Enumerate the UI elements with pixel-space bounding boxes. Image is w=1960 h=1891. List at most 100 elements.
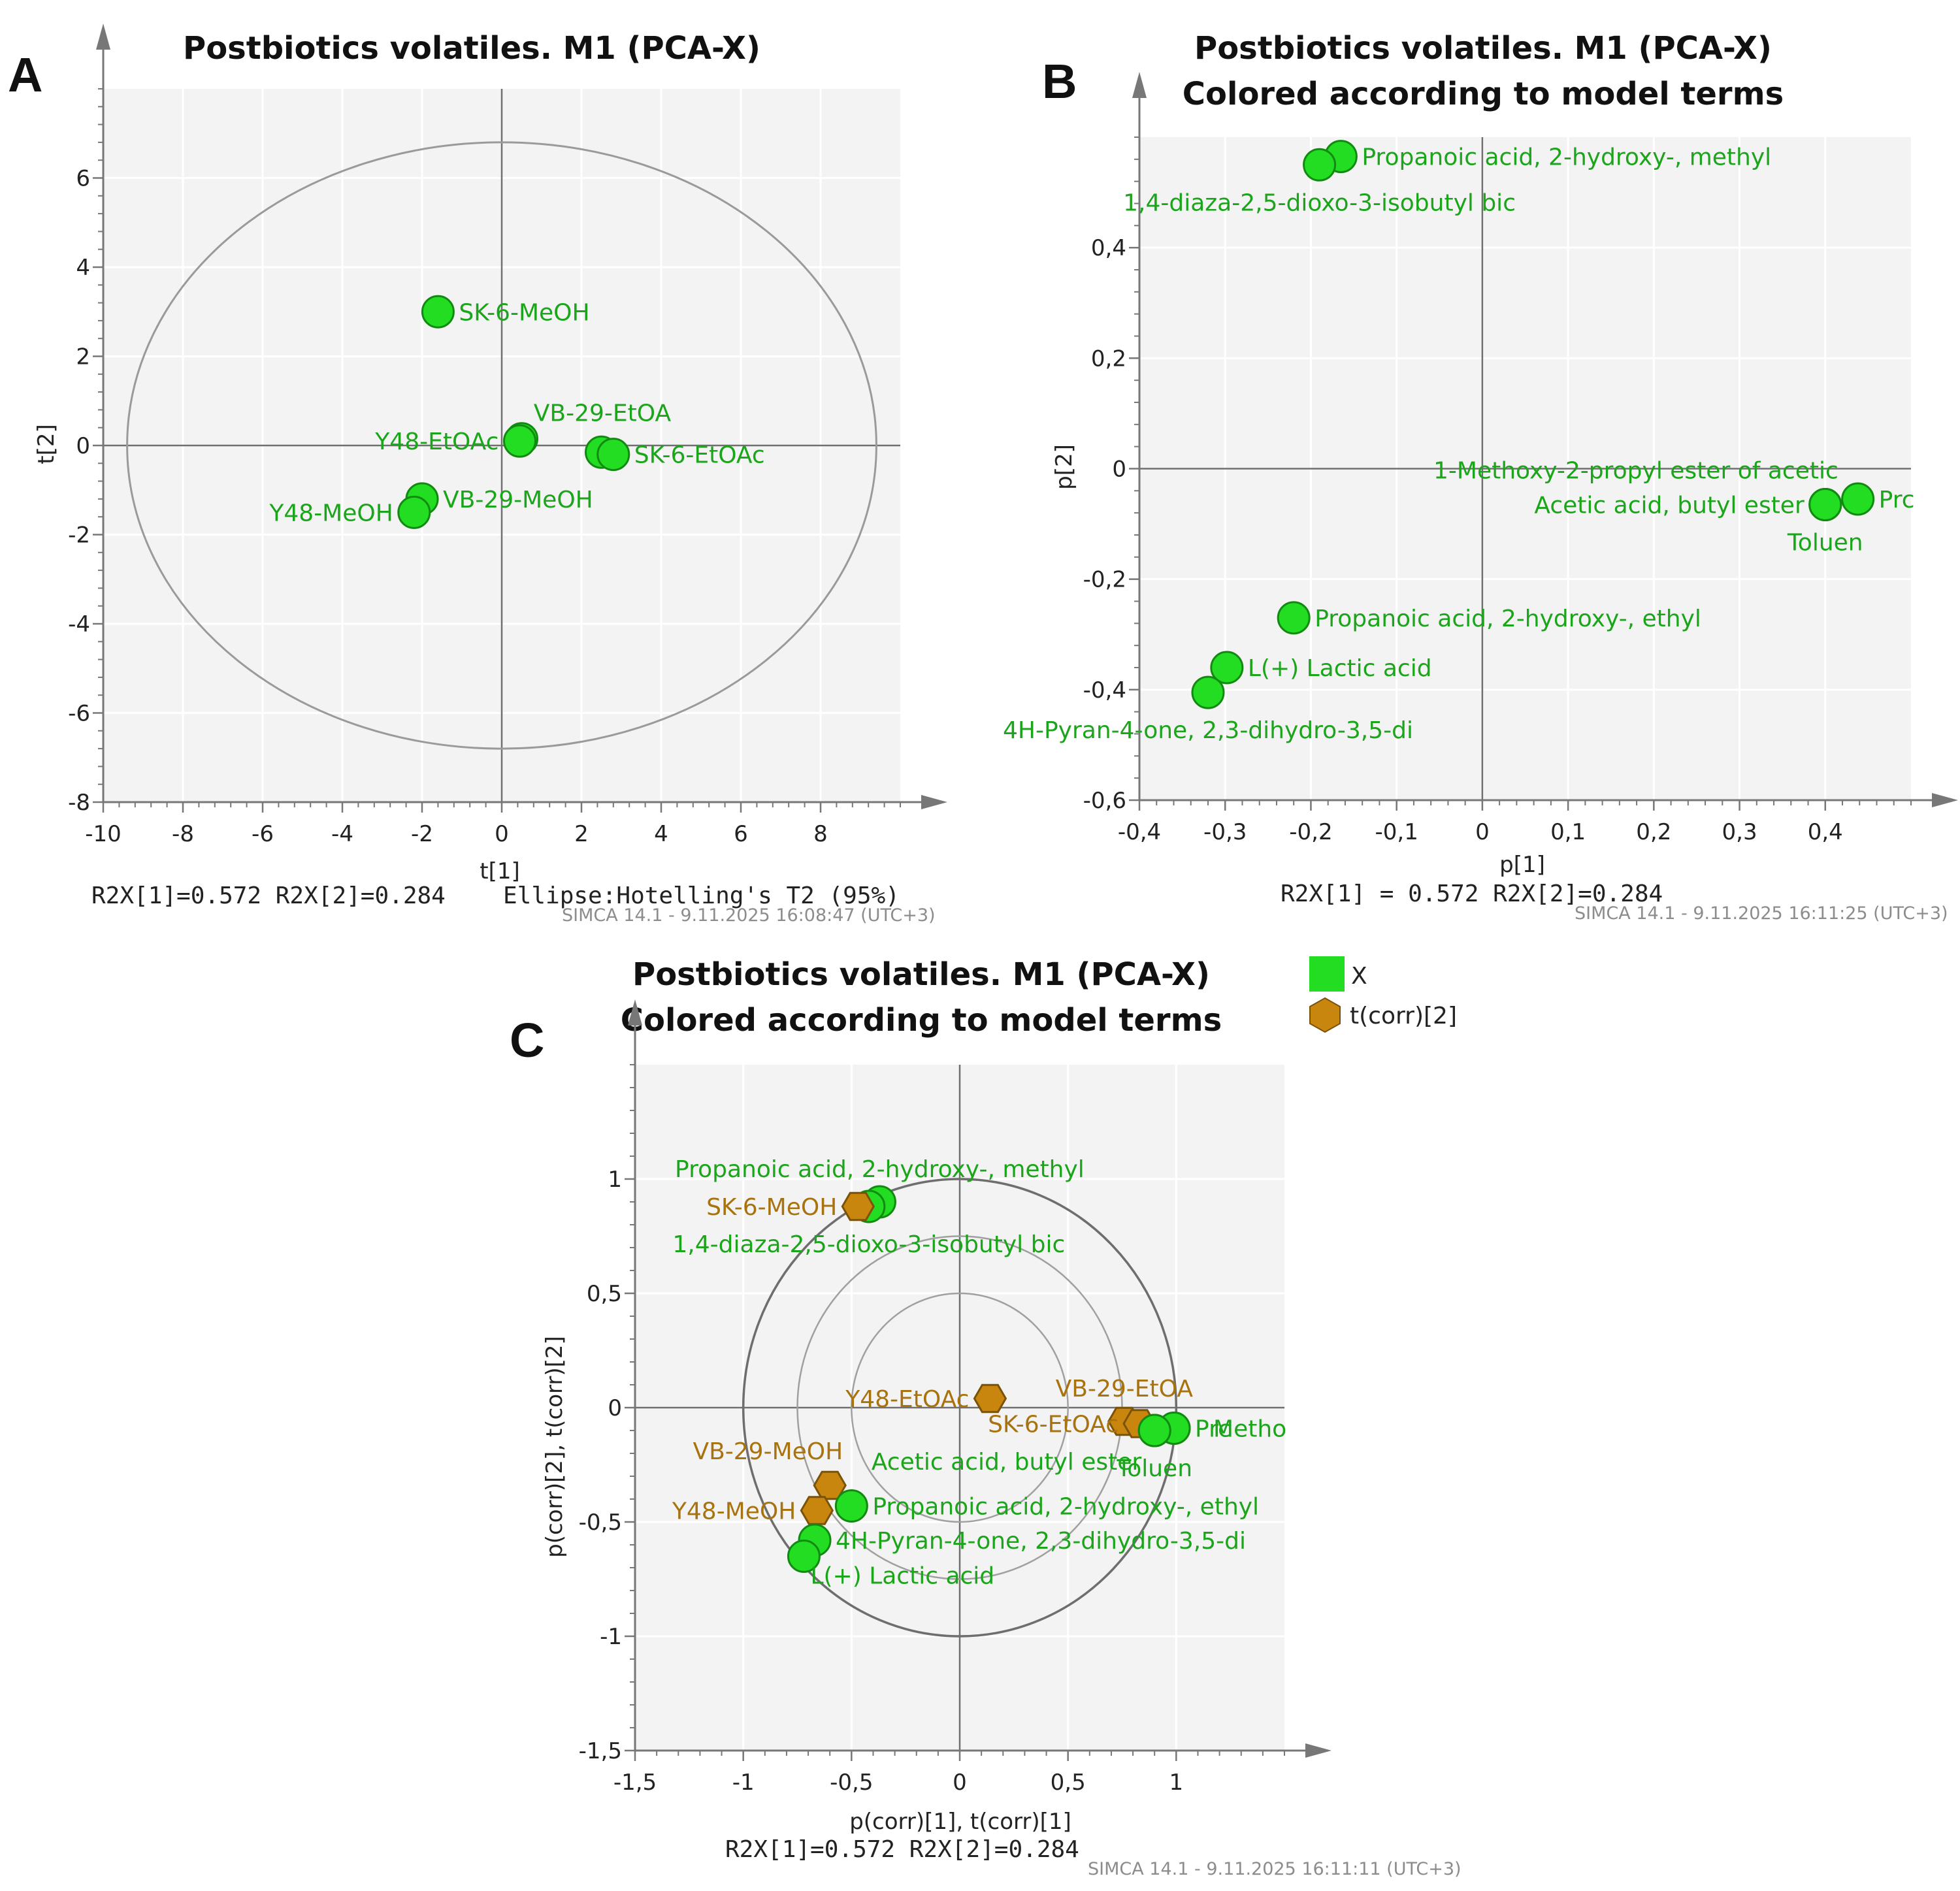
panel-a-footer: SIMCA 14.1 - 9.11.2025 16:08:47 (UTC+3): [562, 905, 936, 926]
y-tick-label: -0,5: [579, 1510, 622, 1536]
data-point: [787, 1540, 821, 1573]
y-tick-label: 2: [76, 344, 90, 370]
panel-c-subtitle: Colored according to model terms: [621, 1002, 1222, 1039]
x-tick-label: 0: [495, 821, 509, 847]
point-label: L(+) Lactic acid: [810, 1563, 994, 1590]
panel-b-title: Postbiotics volatiles. M1 (PCA-X): [1194, 30, 1772, 67]
x-tick-label: 0,3: [1722, 819, 1757, 845]
x-tick-label: -0,5: [830, 1770, 873, 1796]
y-tick-label: 0: [76, 433, 90, 459]
legend-tcorr-label: t(corr)[2]: [1350, 1003, 1457, 1029]
point-label: Y48-EtOAc: [374, 428, 498, 455]
panel-c-letter: C: [510, 1013, 544, 1067]
point-label: Prc: [1195, 1416, 1231, 1443]
data-point-hexagon: [841, 1191, 875, 1221]
x-tick-label: 0,1: [1550, 819, 1586, 845]
x-tick-label: 1: [1169, 1770, 1184, 1796]
y-tick-label: 6: [76, 166, 90, 192]
point-label: Propanoic acid, 2-hydroxy-, methyl: [675, 1156, 1085, 1183]
y-axis-arrow: [96, 24, 110, 50]
y-tick-label: -0,2: [1083, 567, 1126, 593]
point-label: Acetic acid, butyl ester: [1534, 492, 1805, 519]
data-point: [1210, 651, 1244, 685]
point-label: VB-29-MeOH: [693, 1438, 843, 1465]
data-point: [834, 1489, 868, 1523]
legend-x-label: X: [1351, 963, 1367, 990]
point-label: Prc: [1879, 487, 1915, 513]
y-tick-label: 0: [608, 1395, 622, 1421]
data-point: [596, 438, 630, 472]
y-tick-label: 0,5: [587, 1281, 622, 1307]
point-label: SK-6-MeOH: [459, 299, 589, 326]
data-point-hexagon: [973, 1383, 1007, 1414]
x-tick-label: 0: [1475, 819, 1490, 845]
panel-a-stats: R2X[1]=0.572 R2X[2]=0.284: [91, 882, 446, 909]
point-label: 4H-Pyran-4-one, 2,3-dihydro-3,5-di: [836, 1528, 1246, 1555]
y-tick-label: -4: [68, 611, 90, 638]
x-tick-label: -10: [85, 821, 122, 847]
point-label: Metho: [1213, 1416, 1286, 1443]
data-point: [1808, 487, 1842, 521]
point-label: 1,4-diaza-2,5-dioxo-3-isobutyl bic: [1123, 189, 1516, 216]
panel-b-letter: B: [1042, 54, 1077, 108]
panel-a-letter: A: [8, 48, 42, 102]
y-tick-label: -2: [68, 523, 90, 549]
panel-c-stats: R2X[1]=0.572 R2X[2]=0.284: [725, 1836, 1079, 1863]
point-label: Propanoic acid, 2-hydroxy-, methyl: [1362, 144, 1771, 171]
panel-a-ylabel: t[2]: [33, 424, 59, 464]
y-tick-label: 0,4: [1091, 235, 1126, 261]
point-label: Y48-MeOH: [269, 500, 393, 526]
panel-b-plot: -0,4 -0,3 -0,2 -0,1 0 0,1 0,2 0,3 0,4 0,4 0,2 0 -0,2…: [1003, 72, 1958, 845]
y-tick-label: -1,5: [579, 1738, 622, 1764]
panel-c-ylabel: p(corr)[2], t(corr)[2]: [542, 1336, 568, 1558]
x-axis-arrow: [1932, 793, 1958, 807]
y-tick-label: -0,4: [1083, 677, 1126, 703]
data-point: [1841, 482, 1875, 516]
y-axis-arrow: [1132, 72, 1147, 98]
x-axis-arrow: [921, 795, 947, 809]
data-point: [1303, 148, 1337, 182]
panel-a: A Postbiotics volatiles. M1 (PCA-X) -10-…: [8, 24, 947, 926]
point-label: 4H-Pyran-4-one, 2,3-dihydro-3,5-di: [1003, 717, 1413, 744]
data-point: [421, 295, 455, 329]
x-tick-label: -8: [172, 821, 194, 847]
point-label: Propanoic acid, 2-hydroxy-, ethyl: [872, 1494, 1259, 1521]
data-point: [397, 495, 431, 529]
panel-c-legend: X t(corr)[2]: [1309, 956, 1457, 1033]
point-label: L(+) Lactic acid: [1248, 655, 1432, 682]
x-tick-label: 2: [574, 821, 589, 847]
y-tick-label: -8: [68, 790, 90, 816]
x-tick-label: -4: [331, 821, 353, 847]
x-tick-label: 0: [953, 1770, 967, 1796]
x-axis-arrow: [1305, 1743, 1331, 1758]
y-tick-label: 0: [1112, 457, 1126, 483]
point-label: Y48-MeOH: [672, 1498, 796, 1525]
x-tick-label: -0,2: [1289, 819, 1332, 845]
point-label: Toluen: [1116, 1455, 1192, 1482]
x-tick-label: 6: [734, 821, 748, 847]
point-label: SK-6-MeOH: [706, 1194, 837, 1221]
panel-b-xlabel: p[1]: [1499, 852, 1545, 878]
x-tick-label: 4: [654, 821, 668, 847]
panel-b-stats: R2X[1] = 0.572 R2X[2]=0.284: [1281, 881, 1663, 907]
x-tick-label: 8: [813, 821, 828, 847]
data-point-hexagon: [800, 1496, 834, 1525]
panel-a-xlabel: t[1]: [480, 858, 520, 884]
point-label: VB-29-EtOA: [1056, 1376, 1194, 1402]
x-tick-label: 0,4: [1808, 819, 1843, 845]
y-tick-label: 1: [608, 1167, 622, 1193]
panel-c-xlabel: p(corr)[1], t(corr)[1]: [849, 1809, 1071, 1835]
panel-c: C Postbiotics volatiles. M1 (PCA-X) Colo…: [510, 956, 1462, 1879]
point-label: Propanoic acid, 2-hydroxy-, ethyl: [1315, 606, 1701, 632]
y-axis-arrow: [628, 999, 642, 1026]
point-label: Y48-EtOAc: [845, 1386, 969, 1413]
panel-c-plot: -1,5 -1 -0,5 0 0,5 1 1 0,5 0 -0,5 -1 -1,5 Propanoic …: [579, 999, 1331, 1796]
legend-tcorr-swatch: [1309, 997, 1341, 1033]
data-point: [502, 424, 536, 458]
panel-b-subtitle: Colored according to model terms: [1183, 76, 1784, 112]
point-label: 1-Methoxy-2-propyl ester of acetic: [1433, 457, 1838, 484]
panel-b: B Postbiotics volatiles. M1 (PCA-X) Colo…: [1003, 30, 1958, 924]
x-tick-label: -1,5: [613, 1770, 657, 1796]
data-point: [1191, 675, 1225, 709]
